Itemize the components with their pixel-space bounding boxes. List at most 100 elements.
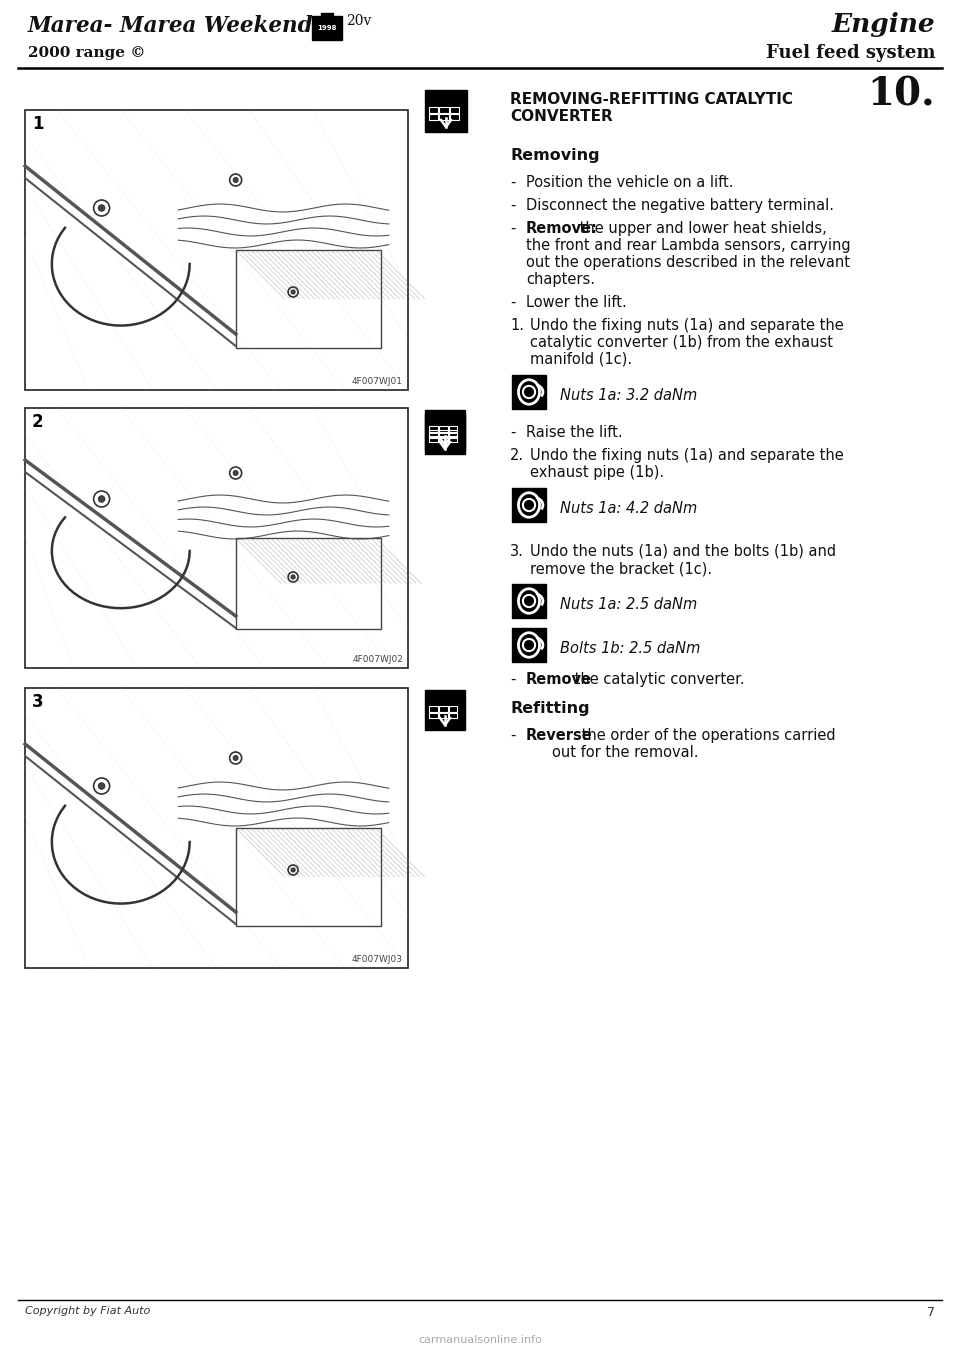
Bar bbox=[235, 250, 381, 349]
Bar bbox=[429, 113, 439, 120]
Bar bbox=[448, 432, 457, 439]
Bar bbox=[449, 113, 459, 120]
Text: Removing: Removing bbox=[510, 148, 600, 163]
Bar bbox=[429, 425, 438, 432]
Circle shape bbox=[523, 499, 535, 511]
Circle shape bbox=[523, 386, 535, 398]
Text: 4F007WJ01: 4F007WJ01 bbox=[352, 377, 403, 386]
Bar bbox=[25, 110, 408, 390]
Text: -: - bbox=[510, 295, 516, 310]
Text: 4F007WJ03: 4F007WJ03 bbox=[352, 956, 403, 964]
Bar bbox=[440, 106, 448, 113]
Bar bbox=[448, 712, 457, 719]
Bar bbox=[440, 113, 448, 120]
Bar bbox=[425, 690, 465, 730]
Circle shape bbox=[233, 471, 238, 475]
Bar bbox=[512, 489, 546, 522]
Bar bbox=[321, 13, 333, 17]
Text: Position the vehicle on a lift.: Position the vehicle on a lift. bbox=[526, 175, 733, 190]
Text: Nuts 1a: 2.5 daNm: Nuts 1a: 2.5 daNm bbox=[560, 598, 697, 612]
Text: manifold (1c).: manifold (1c). bbox=[530, 353, 632, 367]
Text: 10.: 10. bbox=[868, 75, 935, 113]
Bar bbox=[448, 429, 457, 436]
Circle shape bbox=[291, 575, 295, 579]
Bar bbox=[449, 106, 459, 113]
Bar bbox=[429, 712, 438, 719]
Circle shape bbox=[98, 205, 105, 211]
Bar bbox=[25, 688, 408, 968]
Circle shape bbox=[98, 495, 105, 502]
Text: Undo the fixing nuts (1a) and separate the: Undo the fixing nuts (1a) and separate t… bbox=[530, 318, 844, 332]
Text: 3.: 3. bbox=[510, 544, 524, 559]
Text: remove the bracket (1c).: remove the bracket (1c). bbox=[530, 561, 712, 576]
Text: out the operations described in the relevant: out the operations described in the rele… bbox=[526, 254, 850, 271]
Bar bbox=[429, 429, 438, 436]
Circle shape bbox=[233, 178, 238, 183]
Text: -: - bbox=[510, 672, 516, 686]
Circle shape bbox=[291, 289, 295, 293]
Text: catalytic converter (1b) from the exhaust: catalytic converter (1b) from the exhaus… bbox=[530, 335, 833, 350]
Bar bbox=[425, 411, 465, 450]
Text: 1: 1 bbox=[32, 114, 43, 133]
Text: exhaust pipe (1b).: exhaust pipe (1b). bbox=[530, 464, 664, 481]
Text: the catalytic converter.: the catalytic converter. bbox=[570, 672, 745, 686]
Text: Remove:: Remove: bbox=[526, 221, 598, 236]
Text: Nuts 1a: 4.2 daNm: Nuts 1a: 4.2 daNm bbox=[560, 501, 697, 516]
Bar bbox=[312, 16, 342, 40]
Text: out for the removal.: out for the removal. bbox=[552, 744, 699, 760]
Text: Undo the nuts (1a) and the bolts (1b) and: Undo the nuts (1a) and the bolts (1b) an… bbox=[530, 544, 836, 559]
Text: Fuel feed system: Fuel feed system bbox=[765, 44, 935, 62]
Text: REMOVING-REFITTING CATALYTIC: REMOVING-REFITTING CATALYTIC bbox=[510, 92, 793, 106]
Text: 4F007WJ02: 4F007WJ02 bbox=[352, 656, 403, 664]
Text: Refitting: Refitting bbox=[510, 701, 589, 716]
Bar bbox=[448, 436, 457, 443]
Bar bbox=[25, 408, 408, 668]
Text: -: - bbox=[510, 425, 516, 440]
Text: CONVERTER: CONVERTER bbox=[510, 109, 612, 124]
Text: 7: 7 bbox=[927, 1306, 935, 1319]
Bar bbox=[439, 712, 447, 719]
Text: carmanualsonline.info: carmanualsonline.info bbox=[418, 1335, 542, 1345]
Text: Reverse: Reverse bbox=[526, 728, 592, 743]
Bar bbox=[425, 415, 465, 454]
Circle shape bbox=[291, 868, 295, 872]
Text: Disconnect the negative battery terminal.: Disconnect the negative battery terminal… bbox=[526, 198, 834, 213]
Text: Nuts 1a: 3.2 daNm: Nuts 1a: 3.2 daNm bbox=[560, 388, 697, 402]
Text: Undo the fixing nuts (1a) and separate the: Undo the fixing nuts (1a) and separate t… bbox=[530, 448, 844, 463]
Bar bbox=[448, 425, 457, 432]
Circle shape bbox=[233, 755, 238, 760]
Text: Remove: Remove bbox=[526, 672, 592, 686]
Bar bbox=[439, 436, 447, 443]
Bar bbox=[429, 707, 438, 712]
Text: the order of the operations carried: the order of the operations carried bbox=[577, 728, 836, 743]
Bar bbox=[439, 707, 447, 712]
Bar bbox=[439, 429, 447, 436]
Bar bbox=[512, 629, 546, 662]
Text: 20v: 20v bbox=[346, 13, 372, 28]
Text: Engine: Engine bbox=[831, 12, 935, 36]
Text: the front and rear Lambda sensors, carrying: the front and rear Lambda sensors, carry… bbox=[526, 238, 851, 253]
Text: the upper and lower heat shields,: the upper and lower heat shields, bbox=[575, 221, 827, 236]
Bar bbox=[429, 106, 439, 113]
Bar bbox=[235, 538, 381, 629]
Circle shape bbox=[98, 783, 105, 789]
Text: -: - bbox=[510, 221, 516, 236]
Circle shape bbox=[523, 595, 535, 607]
Text: -: - bbox=[510, 198, 516, 213]
Text: chapters.: chapters. bbox=[526, 272, 595, 287]
Text: 2000 range ©: 2000 range © bbox=[28, 46, 146, 61]
Text: 1998: 1998 bbox=[317, 26, 337, 31]
Text: Marea- Marea Weekend: Marea- Marea Weekend bbox=[28, 15, 314, 36]
Bar bbox=[425, 90, 467, 132]
Bar bbox=[429, 432, 438, 439]
Text: -: - bbox=[510, 175, 516, 190]
Text: Raise the lift.: Raise the lift. bbox=[526, 425, 623, 440]
Bar bbox=[439, 425, 447, 432]
Text: 3: 3 bbox=[32, 693, 43, 711]
Bar bbox=[512, 376, 546, 409]
Text: 1.: 1. bbox=[510, 318, 524, 332]
Bar bbox=[512, 584, 546, 618]
Text: Copyright by Fiat Auto: Copyright by Fiat Auto bbox=[25, 1306, 151, 1316]
Bar bbox=[235, 828, 381, 926]
Text: -: - bbox=[510, 728, 516, 743]
